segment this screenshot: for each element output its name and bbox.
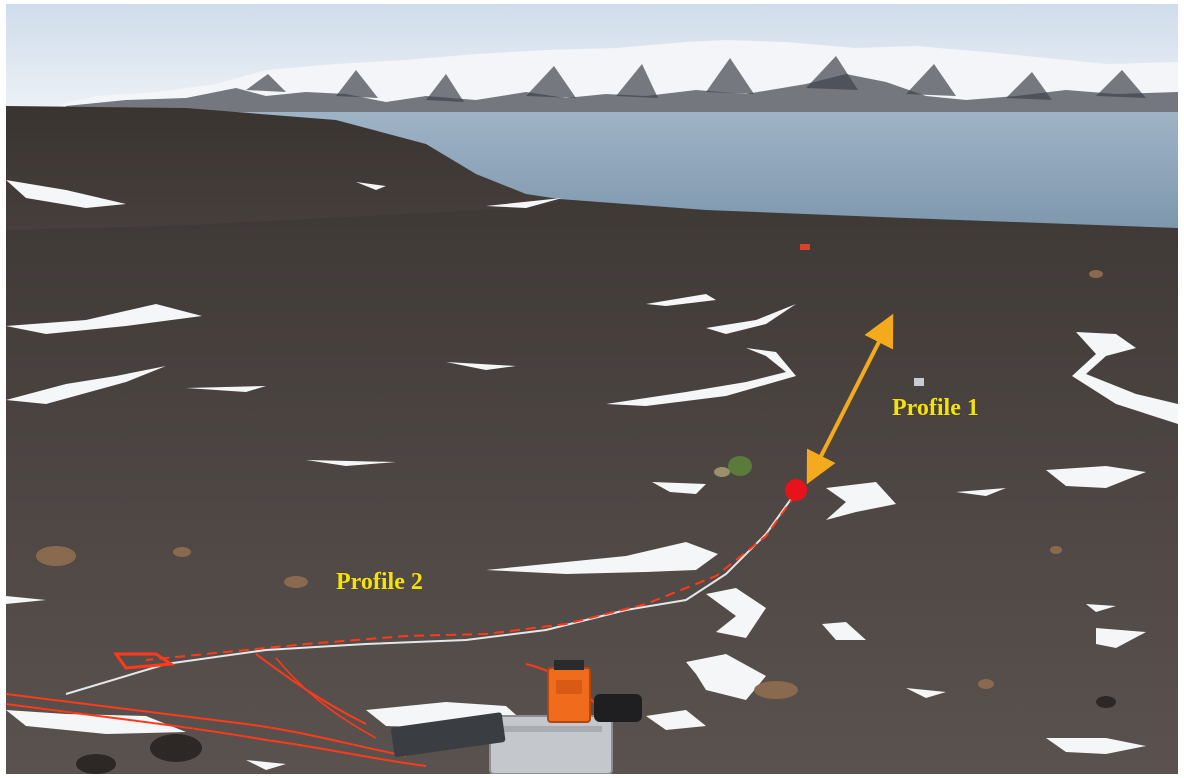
instrument-case: [390, 694, 642, 774]
distant-marker: [914, 378, 924, 386]
profile-2-label: Profile 2: [336, 569, 423, 595]
rocks: [36, 270, 1103, 699]
resistivity-meter: [547, 660, 591, 723]
snowy-mountains: [61, 40, 1178, 116]
dark-rocks: [76, 696, 1116, 774]
distant-equipment: [800, 244, 810, 250]
snow-patches: [6, 180, 1178, 770]
profile-1-label: Profile 1: [892, 395, 979, 421]
hill: [6, 106, 566, 230]
field-photo: Profile 1 Profile 2: [6, 4, 1178, 774]
annotation-overlay: [785, 313, 894, 501]
red-dot-marker-icon: [785, 479, 807, 501]
field-worker: [714, 456, 752, 477]
double-headed-arrow-icon: [806, 313, 894, 485]
